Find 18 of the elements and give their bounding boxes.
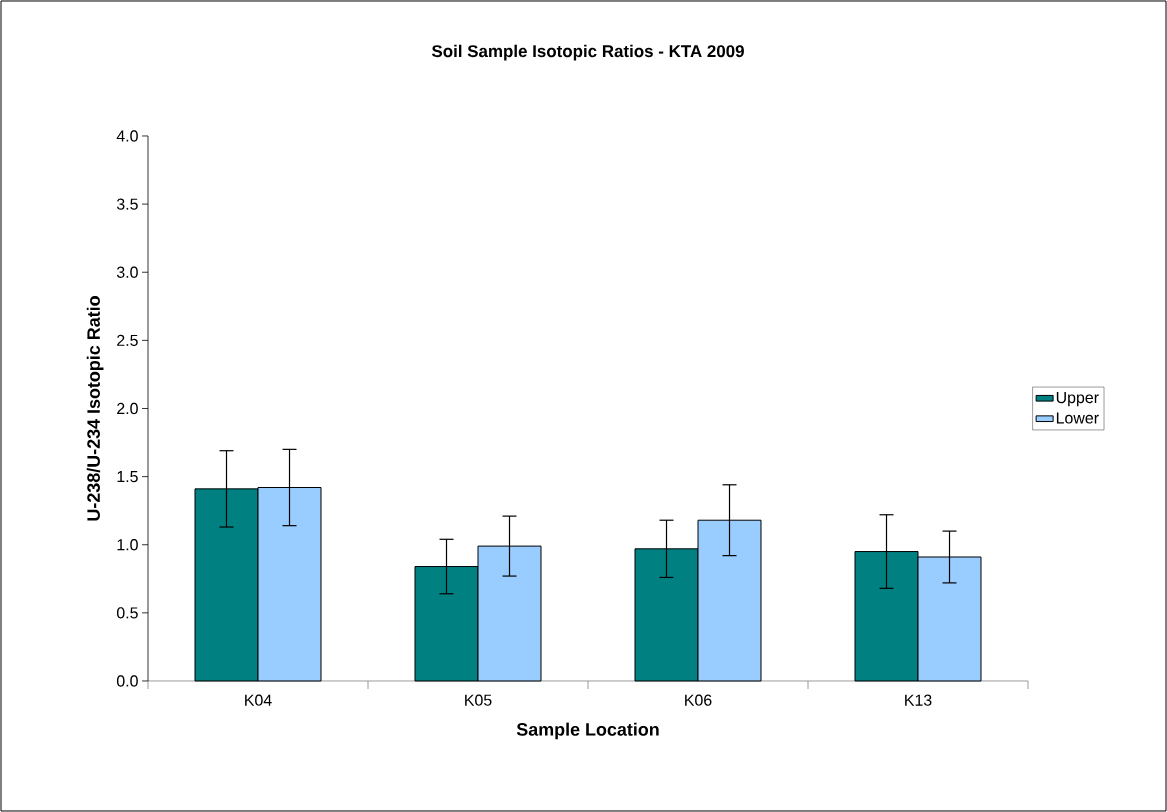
- y-tick-label: 1.0: [117, 539, 138, 551]
- y-tick-label: 0.5: [116, 607, 138, 619]
- y-axis-title: U-238/U-234 Isotopic Ratio: [86, 296, 104, 521]
- chart-title: Soil Sample Isotopic Ratios - KTA 2009: [431, 44, 744, 61]
- x-tick-label: K06: [685, 694, 712, 706]
- legend-label: Lower: [1056, 412, 1099, 424]
- y-tick-label: 2.0: [117, 402, 138, 415]
- legend-label: Upper: [1056, 392, 1099, 407]
- y-tick-label: 4.0: [116, 130, 138, 142]
- y-tick-label: 0.0: [116, 675, 138, 687]
- y-tick-label: 3.0: [116, 266, 138, 278]
- y-tick-label: 2.5: [117, 334, 138, 346]
- x-tick-label: K13: [905, 694, 932, 706]
- y-tick-label: 1.5: [117, 471, 138, 483]
- y-tick-label: 3.5: [116, 198, 138, 210]
- x-tick-label: K04: [245, 694, 272, 706]
- x-tick-label: K05: [465, 694, 492, 706]
- x-axis-title: Sample Location: [516, 722, 659, 740]
